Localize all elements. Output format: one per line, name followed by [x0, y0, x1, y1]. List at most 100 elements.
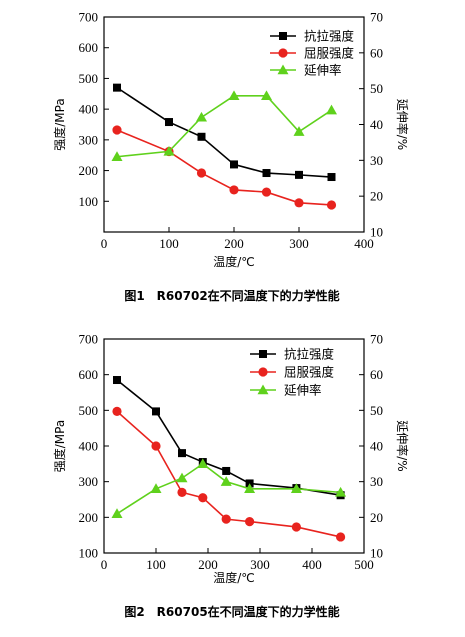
y-right-tick-label: 10	[370, 546, 383, 561]
y-left-axis-label: 强度/MPa	[52, 420, 67, 472]
y-right-tick-label: 70	[370, 332, 383, 347]
y-left-tick-label: 500	[79, 71, 99, 86]
data-point-series-3	[220, 476, 232, 486]
series-line-3	[116, 95, 332, 158]
data-point-series-3	[196, 111, 207, 122]
y-left-tick-label: 600	[79, 367, 99, 382]
y-left-axis-label: 强度/MPa	[52, 98, 67, 150]
y-left-tick-label: 200	[79, 163, 99, 178]
x-tick-label: 300	[250, 557, 270, 572]
data-point-series-2	[294, 198, 304, 208]
caption-figure-2: 图2 R60705在不同温度下的力学性能	[124, 604, 339, 619]
y-right-tick-label: 50	[370, 403, 383, 418]
x-tick-label: 100	[146, 557, 166, 572]
data-point-series-1	[152, 407, 160, 416]
y-left-tick-label: 200	[79, 510, 99, 525]
data-point-series-1	[327, 173, 336, 182]
data-point-series-1	[113, 376, 121, 385]
data-point-series-3	[197, 458, 209, 469]
y-left-tick-label: 500	[79, 403, 99, 418]
y-left-tick-label: 700	[79, 10, 99, 25]
y-right-tick-label: 50	[370, 81, 383, 96]
data-point-series-1	[113, 83, 121, 92]
data-point-series-2	[245, 517, 255, 527]
data-point-series-3	[293, 126, 305, 136]
data-point-series-3	[335, 486, 347, 497]
data-point-series-1	[197, 132, 206, 141]
legend-label-1: 抗拉强度	[284, 347, 335, 362]
x-tick-label: 300	[289, 236, 309, 251]
y-right-tick-label: 60	[370, 45, 383, 60]
data-point-series-3	[261, 90, 272, 101]
data-point-series-3	[111, 151, 123, 161]
data-point-series-3	[163, 145, 175, 156]
data-point-series-2	[198, 493, 208, 503]
data-point-series-2	[261, 187, 272, 197]
data-point-series-3	[228, 90, 240, 101]
data-point-series-3	[111, 508, 123, 518]
chart-r60702: 0 100 200 300 400 100 200 300 400 500 600 700 10 20 30…	[52, 10, 410, 270]
legend-marker-1	[279, 32, 287, 40]
series-line-1	[116, 379, 341, 497]
data-point-series-1	[295, 170, 303, 179]
x-tick-label: 0	[101, 236, 108, 251]
y-left-tick-label: 100	[79, 546, 99, 561]
data-point-series-1	[230, 160, 238, 169]
y-left-tick-label: 700	[79, 332, 99, 347]
y-left-tick-label: 400	[79, 102, 99, 117]
y-right-tick-label: 30	[370, 153, 383, 168]
y-left-tick-label: 300	[79, 474, 99, 489]
legend-marker-3	[277, 64, 289, 75]
caption-figure-1: 图1 R60702在不同温度下的力学性能	[124, 288, 339, 303]
y-right-axis-label: 延伸率/%	[395, 99, 410, 150]
data-point-series-2	[229, 185, 239, 195]
y-right-tick-label: 40	[370, 439, 383, 454]
x-tick-label: 0	[101, 557, 108, 572]
legend-label-3: 延伸率	[284, 383, 322, 398]
y-left-tick-label: 100	[79, 194, 99, 209]
legend-label-1: 抗拉强度	[304, 29, 355, 44]
data-point-series-2	[291, 522, 301, 532]
legend-marker-1	[259, 350, 267, 358]
y-right-tick-label: 30	[370, 474, 383, 489]
data-point-series-2	[336, 532, 346, 542]
legend-marker-2	[278, 48, 288, 58]
y-right-tick-label: 60	[370, 367, 383, 382]
data-point-series-3	[150, 483, 162, 493]
data-point-series-3	[290, 483, 302, 493]
y-left-tick-label: 600	[79, 40, 99, 55]
data-point-series-2	[196, 168, 207, 178]
data-point-series-3	[326, 104, 337, 115]
y-right-tick-label: 20	[370, 189, 383, 204]
data-point-series-2	[326, 200, 337, 210]
x-axis-label: 温度/℃	[213, 254, 255, 269]
x-axis-label: 温度/℃	[213, 570, 255, 585]
data-point-series-3	[176, 472, 188, 483]
data-point-series-2	[112, 125, 122, 135]
y-left-tick-label: 300	[79, 132, 99, 147]
data-point-series-2	[177, 487, 187, 497]
legend-label-2: 屈服强度	[304, 46, 355, 61]
x-tick-label: 100	[159, 236, 179, 251]
x-tick-label: 400	[354, 236, 374, 251]
series-line-2	[116, 129, 332, 206]
chart-r60705: 0 100 200 300 400 500100200300400500600700102…	[52, 332, 410, 586]
x-tick-label: 500	[354, 557, 374, 572]
data-point-series-1	[165, 118, 173, 127]
y-right-tick-label: 10	[370, 225, 383, 240]
data-point-series-2	[221, 514, 231, 524]
data-point-series-2	[112, 406, 122, 417]
y-right-tick-label: 40	[370, 117, 383, 132]
x-tick-label: 200	[198, 557, 218, 572]
legend-label-2: 屈服强度	[284, 365, 335, 380]
y-left-tick-label: 400	[79, 439, 99, 454]
x-tick-label: 200	[224, 236, 244, 251]
data-point-series-3	[244, 483, 256, 493]
y-right-tick-label: 20	[370, 510, 383, 525]
data-point-series-2	[151, 441, 161, 451]
series-line-3	[116, 462, 341, 515]
x-tick-label: 400	[302, 557, 322, 572]
legend-label-3: 延伸率	[304, 63, 342, 78]
y-right-tick-label: 70	[370, 10, 383, 25]
